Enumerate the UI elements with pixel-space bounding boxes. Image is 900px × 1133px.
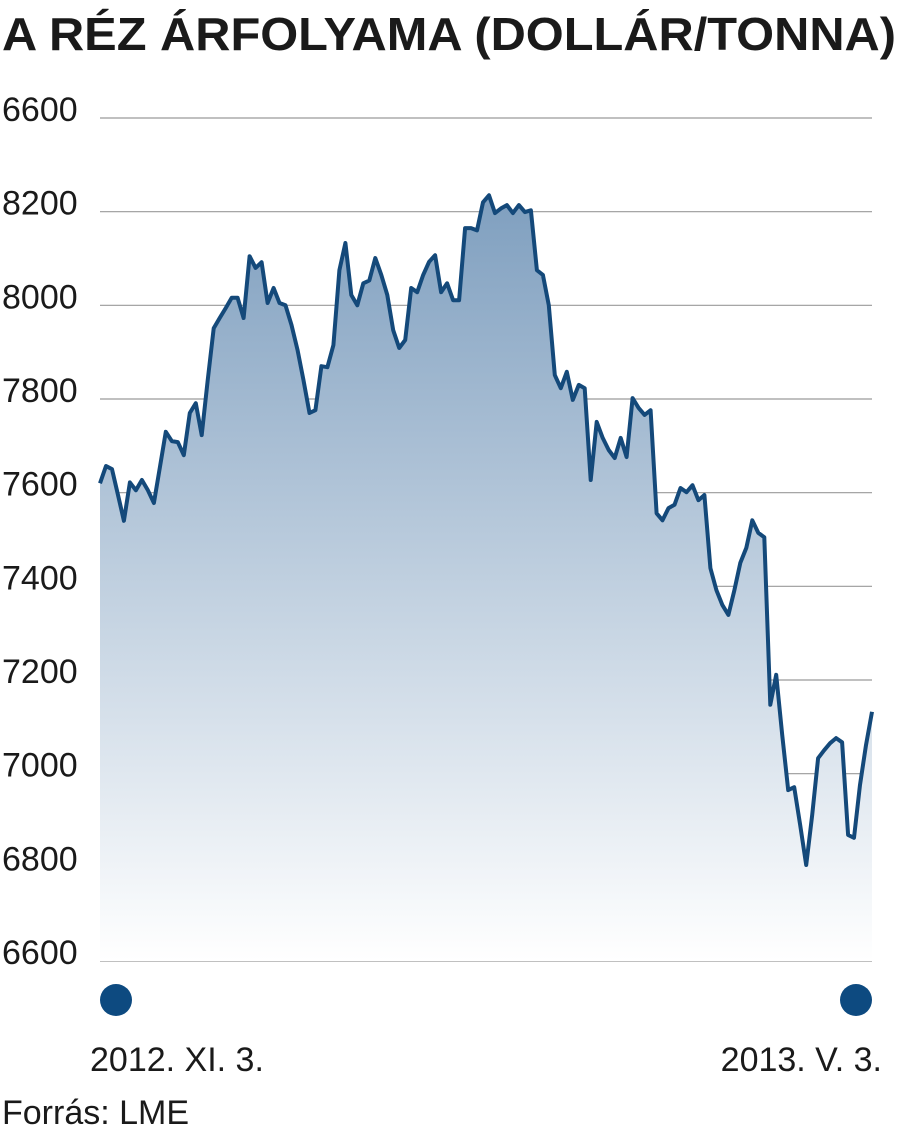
area bbox=[100, 195, 872, 962]
line bbox=[98, 193, 874, 867]
y-tick-label: 8000 bbox=[2, 278, 78, 316]
y-tick-label: 7600 bbox=[2, 466, 78, 504]
y-tick-label: 7400 bbox=[2, 559, 78, 597]
y-tick-label: 7000 bbox=[2, 747, 78, 785]
y-tick-label: 7200 bbox=[2, 653, 78, 691]
x-tick-label: 2013. V. 3. bbox=[721, 1041, 882, 1079]
source-note: Forrás: LME bbox=[2, 1094, 189, 1132]
y-tick-label: 7800 bbox=[2, 372, 78, 410]
chart-title: A RÉZ ÁRFOLYAMA (DOLLÁR/TONNA) bbox=[2, 8, 896, 60]
start-marker bbox=[100, 984, 132, 1016]
x-tick-label: 2012. XI. 3. bbox=[90, 1041, 264, 1079]
plot-area: 6600 8200 8000 7800 7600 7400 7200 7000 6800 6600… bbox=[2, 91, 882, 1079]
y-tick-label: 6600 bbox=[2, 91, 78, 129]
end-marker bbox=[840, 984, 872, 1016]
y-tick-label: 6800 bbox=[2, 840, 78, 878]
y-tick-label: 8200 bbox=[2, 185, 78, 223]
y-tick-label: 6600 bbox=[2, 934, 78, 972]
